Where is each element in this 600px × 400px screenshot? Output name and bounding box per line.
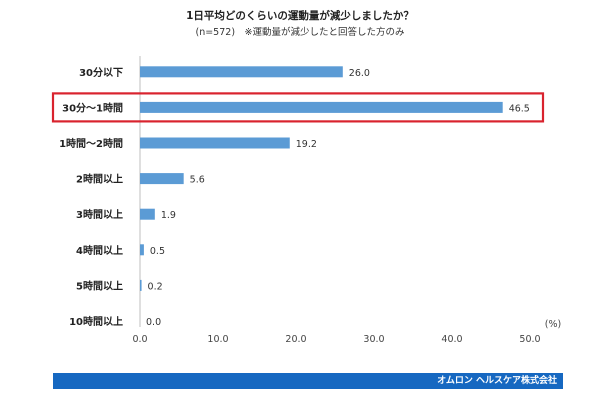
bar — [140, 208, 155, 220]
category-label: 3時間以上 — [76, 208, 123, 221]
value-label: 0.0 — [146, 317, 161, 328]
bar — [140, 244, 144, 256]
bar — [140, 101, 503, 113]
value-label: 46.5 — [509, 103, 530, 114]
bar — [140, 66, 343, 78]
value-label: 0.2 — [148, 281, 163, 292]
bar — [140, 279, 142, 291]
company-footer: オムロン ヘルスケア株式会社 — [53, 373, 563, 389]
category-label: 10時間以上 — [69, 315, 123, 328]
category-label: 5時間以上 — [76, 279, 123, 292]
category-label: 30分以下 — [79, 66, 123, 79]
value-label: 0.5 — [150, 246, 165, 257]
category-label: 4時間以上 — [76, 244, 123, 257]
chart-title: 1日平均どのくらいの運動量が減少しましたか？ — [186, 10, 414, 22]
x-tick-label: 30.0 — [363, 334, 384, 345]
chart-subtitle: (n=572) ※運動量が減少したと回答した方のみ — [195, 27, 405, 38]
x-tick-label: 50.0 — [519, 334, 540, 345]
bar — [140, 173, 184, 185]
x-tick-label: 0.0 — [132, 334, 147, 345]
x-tick-label: 40.0 — [441, 334, 462, 345]
x-tick-label: 10.0 — [207, 334, 228, 345]
value-label: 26.0 — [349, 68, 370, 79]
bar — [140, 137, 290, 149]
value-label: 1.9 — [161, 210, 176, 221]
highlight-box — [51, 92, 545, 123]
value-label: 19.2 — [296, 139, 317, 150]
x-tick-label: 20.0 — [285, 334, 306, 345]
value-label: 5.6 — [190, 175, 205, 186]
category-label: 30分〜1時間 — [62, 101, 123, 114]
category-label: 2時間以上 — [76, 173, 123, 186]
x-unit-label: (%) — [545, 319, 561, 330]
category-label: 1時間〜2時間 — [59, 137, 123, 150]
